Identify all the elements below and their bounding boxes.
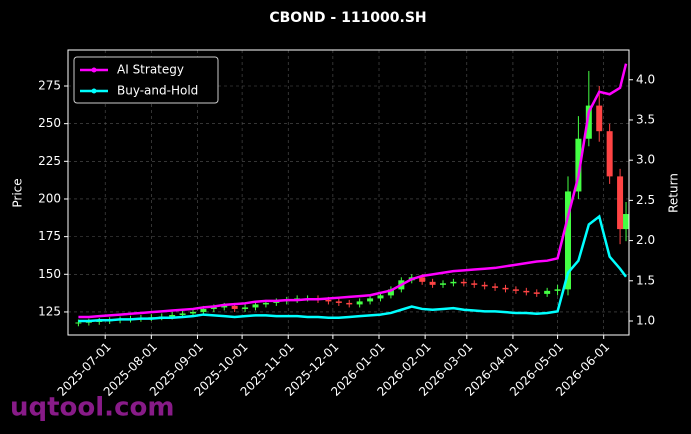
chart-title: CBOND - 111000.SH [269, 10, 426, 26]
y2-tick-label: 1.0 [636, 314, 655, 328]
y2-axis-label: Return [667, 173, 681, 213]
candle-body [471, 283, 478, 285]
candle-body [231, 305, 238, 309]
candle-body [481, 284, 488, 287]
candle-body [460, 281, 467, 284]
candle-body [96, 320, 103, 322]
plot-frame [67, 49, 630, 336]
candle-body [377, 295, 384, 299]
candle-body [242, 307, 249, 309]
y-tick-label: 150 [38, 267, 61, 281]
line-series [78, 63, 628, 319]
candle-body [221, 305, 228, 308]
candle-body [387, 289, 394, 296]
y-tick-label: 125 [38, 304, 61, 318]
candle-body [419, 277, 426, 282]
candle-body [554, 289, 561, 291]
candle-body [356, 301, 363, 305]
candle-body [169, 314, 176, 317]
legend-label: AI Strategy [117, 63, 184, 77]
candle-body [429, 281, 436, 285]
candle-body [575, 138, 582, 192]
candle-body [262, 302, 269, 305]
candle-body [325, 299, 332, 302]
candle-body [544, 290, 551, 294]
y2-tick-label: 3.0 [636, 153, 655, 167]
candle-body [492, 286, 499, 288]
legend-marker [91, 88, 97, 94]
y-tick-label: 275 [38, 79, 61, 93]
candle-body [346, 302, 353, 305]
y2-tick-label: 4.0 [636, 72, 655, 86]
candle-body [533, 292, 540, 294]
candle-body [273, 301, 280, 303]
candle-body [450, 281, 457, 284]
legend-box [73, 56, 219, 104]
candle-body [367, 298, 374, 302]
candle-body [523, 290, 530, 293]
candle-body [252, 304, 259, 308]
candle-body [512, 289, 519, 291]
legend-marker [91, 67, 97, 73]
candle-body [617, 176, 624, 230]
candle-body [502, 287, 509, 290]
candle-body [210, 307, 217, 309]
y2-tick-label: 2.0 [636, 233, 655, 247]
candle-body [585, 105, 592, 139]
y-tick-label: 250 [38, 116, 61, 130]
candle-body [564, 191, 571, 290]
y-tick-label: 200 [38, 191, 61, 205]
y2-tick-label: 3.5 [636, 112, 655, 126]
candle-body [189, 311, 196, 314]
candle-body [439, 283, 446, 285]
candle-body [335, 301, 342, 303]
candle-body [179, 313, 186, 315]
y-tick-label: 175 [38, 229, 61, 243]
line-series [78, 214, 628, 323]
candle-body [596, 105, 603, 132]
candle-body [623, 214, 630, 230]
candle-body [200, 308, 207, 312]
candle-body [606, 131, 613, 177]
y2-tick-label: 1.5 [636, 273, 655, 287]
y2-tick-label: 2.5 [636, 193, 655, 207]
watermark: uqtool.com [10, 393, 174, 423]
y-axis-label: Price [11, 178, 25, 207]
y-tick-label: 225 [38, 154, 61, 168]
candle-body [75, 322, 82, 324]
legend-label: Buy-and-Hold [117, 84, 198, 98]
